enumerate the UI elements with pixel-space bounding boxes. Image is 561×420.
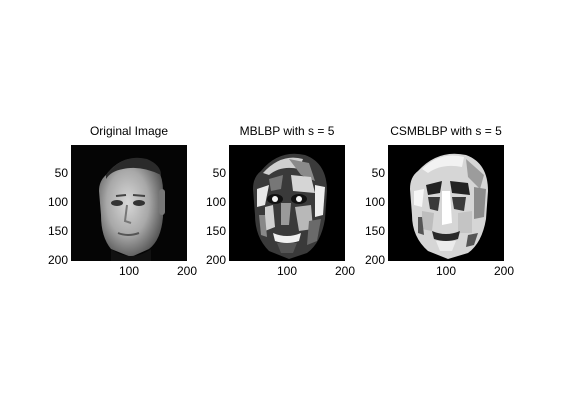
panel-1-xtick-100: 100	[118, 264, 140, 278]
panel-3-ytick-50: 50	[371, 166, 385, 180]
panel-3-ytick-100: 100	[364, 195, 385, 209]
panel-2-ytick-150: 150	[205, 224, 226, 238]
panel-1-ytick-150: 150	[47, 224, 68, 238]
panel-2-ytick-50: 50	[212, 166, 226, 180]
csmblbp-face-image	[388, 145, 504, 261]
panel-2-xtick-100: 100	[276, 264, 298, 278]
panel-2-ytick-200: 200	[205, 253, 226, 267]
panel-3-xtick-100: 100	[435, 264, 457, 278]
panel-1-title: Original Image	[89, 124, 169, 138]
panel-3-xtick-200: 200	[493, 264, 515, 278]
panel-2-xtick-200: 200	[334, 264, 356, 278]
panel-1-ytick-100: 100	[47, 195, 68, 209]
panel-1-ytick-200: 200	[47, 253, 68, 267]
original-face-image	[71, 145, 187, 261]
panel-3-title: CSMBLBP with s = 5	[390, 124, 502, 138]
panel-1-ytick-50: 50	[54, 166, 68, 180]
panel-3-ytick-150: 150	[364, 224, 385, 238]
mblbp-face-image	[229, 145, 345, 261]
panel-2-ytick-100: 100	[205, 195, 226, 209]
panel-3-ytick-200: 200	[364, 253, 385, 267]
panel-2-title: MBLBP with s = 5	[239, 124, 335, 138]
panel-1-xtick-200: 200	[176, 264, 198, 278]
